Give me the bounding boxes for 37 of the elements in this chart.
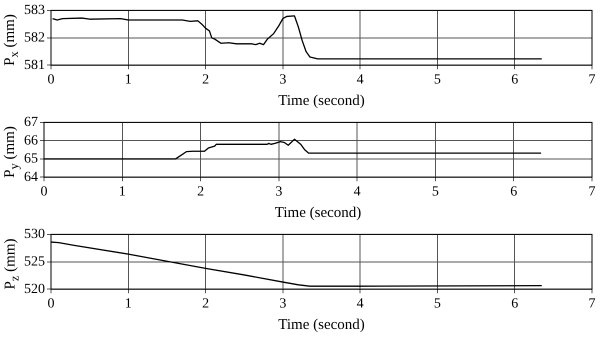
y-tick-label: 583: [24, 3, 45, 18]
x-tick-label: 4: [354, 184, 361, 200]
x-tick-label: 1: [124, 72, 132, 88]
y-tick-label: 66: [24, 133, 38, 148]
x-tick-label: 7: [588, 72, 596, 88]
y-tick-label: 65: [24, 152, 38, 167]
y-tick-label: 64: [24, 170, 38, 185]
x-tick-label: 4: [356, 72, 364, 88]
x-tick-label: 1: [118, 184, 126, 200]
x-tick-label: 4: [356, 296, 364, 312]
y-tick-label: 520: [24, 282, 45, 297]
x-tick-label: 7: [588, 296, 596, 312]
x-tick-label: 3: [275, 184, 282, 200]
x-tick-label: 5: [434, 296, 441, 312]
x-tick-label: 6: [511, 296, 518, 312]
x-tick-label: 2: [197, 184, 204, 200]
x-tick-label: 5: [432, 184, 439, 200]
x-tick-label: 3: [279, 72, 286, 88]
x-tick-label: 0: [48, 72, 54, 88]
x-axis-title: Time (second): [278, 316, 365, 333]
x-tick-label: 0: [48, 296, 54, 312]
x-tick-label: 2: [202, 72, 210, 88]
x-axis-title: Time (second): [278, 92, 365, 109]
x-tick-label: 6: [510, 184, 518, 200]
y-tick-label: 582: [24, 30, 45, 46]
x-axis-title: Time (second): [274, 204, 362, 221]
x-tick-label: 1: [124, 296, 132, 312]
y-tick-label: 67: [24, 115, 38, 130]
x-tick-label: 6: [511, 72, 518, 88]
y-tick-label: 525: [24, 254, 45, 270]
y-tick-label: 530: [24, 227, 45, 242]
x-tick-label: 2: [202, 296, 210, 312]
x-tick-label: 3: [279, 296, 286, 312]
x-tick-label: 7: [588, 184, 596, 200]
x-tick-label: 0: [40, 184, 48, 200]
x-tick-label: 5: [434, 72, 441, 88]
y-tick-label: 581: [24, 58, 45, 73]
